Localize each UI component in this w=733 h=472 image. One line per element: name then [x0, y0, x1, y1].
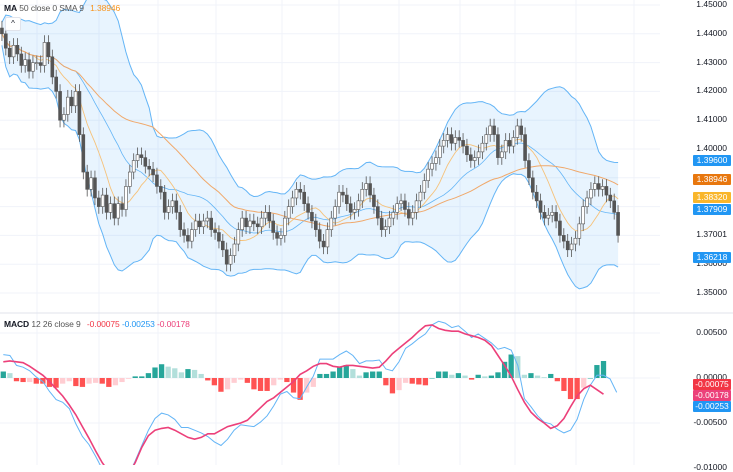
price-tick: 1.45000 [696, 0, 727, 9]
macd-name: MACD [4, 319, 30, 329]
macd-line-badge: -0.00253 [693, 400, 731, 412]
price-tick: 1.36000 [696, 258, 727, 269]
ma-value: 1.38946 [90, 3, 121, 13]
price-tick: 1.40000 [696, 143, 727, 153]
macd-tick: 0.00500 [696, 327, 727, 337]
price-badge: 1.37909 [693, 203, 731, 215]
price-tick: 1.42000 [696, 85, 727, 96]
macd-tick: -0.00500 [693, 417, 727, 427]
price-badge: 1.38320 [693, 191, 731, 203]
price-legend: MA 50 close 0 SMA 9 1.38946 [4, 3, 120, 13]
macd-tick: 0.00000 [696, 372, 727, 382]
chevron-up-icon: ^ [11, 19, 15, 28]
price-tick: 1.35000 [696, 287, 727, 297]
macd-signal-value: -0.00178 [156, 319, 190, 329]
price-badge: 1.36218 [693, 252, 731, 264]
collapse-legend-button[interactable]: ^ [5, 17, 21, 31]
macd-line-value: -0.00253 [121, 319, 155, 329]
macd-hist-badge: -0.00075 [693, 378, 731, 390]
macd-params: 12 26 close 9 [31, 319, 81, 329]
price-badge: 1.39600 [693, 155, 731, 167]
macd-signal-badge: -0.00178 [693, 389, 731, 401]
price-tick: 1.41000 [696, 114, 727, 125]
price-tick: 1.37001 [696, 229, 727, 240]
macd-legend: MACD 12 26 close 9 -0.00075 -0.00253 -0.… [4, 319, 190, 329]
bollinger-fill [1, 0, 619, 289]
macd-tick: -0.01000 [693, 462, 727, 472]
macd-hist-value: -0.00075 [86, 319, 120, 329]
ma-name: MA [4, 3, 18, 13]
price-badge: 1.38946 [693, 173, 731, 185]
price-tick: 1.43000 [696, 56, 727, 67]
ma-params: 50 close 0 SMA 9 [19, 3, 84, 13]
price-tick: 1.44000 [696, 27, 727, 38]
